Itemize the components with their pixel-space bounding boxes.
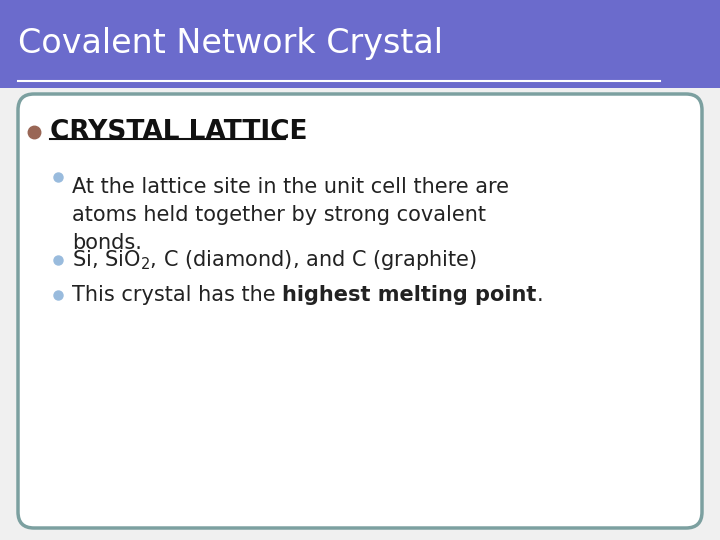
Text: Covalent Network Crystal: Covalent Network Crystal xyxy=(18,28,443,60)
Text: At the lattice site in the unit cell there are
atoms held together by strong cov: At the lattice site in the unit cell the… xyxy=(72,177,509,253)
Text: highest melting point: highest melting point xyxy=(282,285,536,305)
Text: .: . xyxy=(536,285,544,305)
Text: This crystal has the: This crystal has the xyxy=(72,285,282,305)
Text: Si, SiO$_2$, C (diamond), and C (graphite): Si, SiO$_2$, C (diamond), and C (graphit… xyxy=(72,248,477,272)
Text: CRYSTAL LATTICE: CRYSTAL LATTICE xyxy=(50,119,307,145)
FancyBboxPatch shape xyxy=(0,0,720,88)
FancyBboxPatch shape xyxy=(18,94,702,528)
